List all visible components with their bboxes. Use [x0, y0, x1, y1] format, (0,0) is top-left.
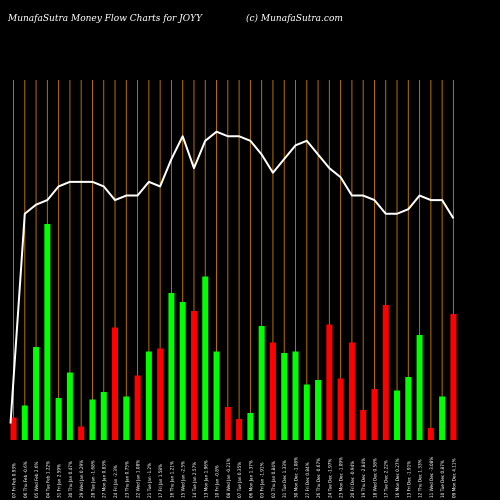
- volume-bar: [247, 413, 254, 440]
- x-tick-label: 03 Fri Jan -1.91%: [260, 462, 265, 498]
- x-tick-label: 18 Wed Dec 0.58%: [372, 458, 377, 498]
- volume-bar: [123, 396, 130, 440]
- volume-bar: [21, 405, 28, 440]
- x-tick-label: 14 Tue Jan 2.57%: [192, 462, 197, 498]
- x-tick-label: 16 Mon Dec 0.27%: [395, 458, 400, 498]
- volume-bar: [405, 377, 412, 440]
- x-tick-label: 27 Fri Dec 0.84%: [305, 462, 310, 498]
- volume-bar: [89, 399, 96, 440]
- x-tick-label: 21 Tue Jan -1.2%: [147, 463, 152, 498]
- x-tick-label: 23 Thu Jan 0.75%: [124, 461, 129, 498]
- x-tick-label: 31 Tue Dec 1.33%: [282, 460, 287, 498]
- volume-bar: [348, 342, 355, 440]
- volume-bar: [66, 372, 73, 440]
- x-tick-label: 16 Thu Jan 1.21%: [169, 461, 174, 498]
- x-tick-label: 08 Wed Jan -0.21%: [226, 458, 231, 498]
- volume-bar: [427, 428, 434, 440]
- x-axis-tick-labels: 07 Fri Feb 0.93% 06 Thu Feb -0.6% 05 Wed F…: [12, 457, 457, 498]
- x-tick-label: 30 Thu Jan 0.47%: [68, 461, 73, 498]
- volume-bar: [292, 351, 299, 440]
- volume-bar: [360, 410, 367, 440]
- volume-bar: [394, 390, 401, 440]
- x-tick-label: 30 Mon Dec -1.08%: [294, 457, 299, 498]
- volume-bar: [134, 375, 141, 440]
- volume-bar: [179, 302, 186, 440]
- volume-bar: [371, 389, 378, 440]
- x-tick-label: 29 Wed Jan 0.29%: [79, 460, 84, 498]
- x-tick-label: 27 Mon Jan 0.83%: [102, 460, 107, 498]
- volume-bar: [303, 384, 310, 440]
- volume-bar: [168, 293, 175, 440]
- x-tick-label: 24 Fri Jan -2.3%: [113, 465, 118, 498]
- x-tick-label: 05 Wed Feb 2.6%: [34, 461, 39, 498]
- x-tick-label: 22 Wed Jan 1.08%: [136, 460, 141, 498]
- x-tick-label: 17 Fri Jan 1.58%: [158, 464, 163, 498]
- volume-bar: [202, 276, 209, 440]
- x-tick-label: 15 Wed Jan -2.5%: [181, 461, 186, 498]
- x-tick-label: 17 Tue Dec 2.22%: [384, 460, 389, 498]
- volume-bar: [112, 327, 119, 440]
- x-tick-label: 11 Wed Dec -3.08%: [429, 457, 434, 498]
- chart-title: MunafaSutra Money Flow Charts for JOYY: [8, 14, 203, 24]
- volume-bar: [145, 351, 152, 440]
- volume-bar: [439, 396, 446, 440]
- volume-bar: [315, 380, 322, 440]
- volume-bar: [258, 326, 265, 440]
- volume-bar: [450, 314, 457, 440]
- volume-bar: [281, 353, 288, 440]
- volume-bar: [326, 324, 333, 440]
- price-line-series: [9, 130, 455, 424]
- volume-bar: [190, 311, 197, 440]
- x-tick-label: 19 Thu Dec -2.84%: [361, 458, 366, 498]
- volume-bar: [224, 407, 231, 440]
- x-tick-label: 13 Fri Dec -1.91%: [406, 461, 411, 498]
- x-tick-label: 20 Fri Dec -0.94%: [350, 461, 355, 498]
- volume-bar: [10, 417, 17, 440]
- x-tick-label: 26 Thu Dec -0.67%: [316, 458, 321, 498]
- x-tick-label: 06 Thu Feb -0.6%: [23, 461, 28, 498]
- volume-bar: [269, 342, 276, 440]
- volume-bar: [382, 305, 389, 440]
- x-tick-label: 04 Tue Feb 1.22%: [45, 461, 50, 498]
- x-tick-label: 07 Fri Feb 0.93%: [12, 463, 17, 498]
- x-tick-label: 07 Tue Jan 0.35%: [237, 462, 242, 498]
- volume-bar: [213, 351, 220, 440]
- x-tick-label: 24 Tue Dec -1.97%: [327, 459, 332, 498]
- volume-bar: [337, 378, 344, 440]
- x-tick-label: 23 Mon Dec -1.09%: [339, 457, 344, 498]
- volume-bar: [44, 224, 51, 440]
- volume-bar: [33, 347, 40, 440]
- price-line: [9, 130, 455, 424]
- volume-bar: [100, 392, 107, 440]
- x-tick-label: 10 Tue Dec 0.87%: [440, 460, 445, 498]
- chart-credit: (c) MunafaSutra.com: [246, 14, 343, 24]
- volume-bars: [10, 224, 457, 440]
- x-tick-label: 12 Thu Dec 1.33%: [418, 459, 423, 498]
- volume-bar: [78, 426, 85, 440]
- volume-bar: [55, 398, 62, 440]
- x-tick-label: 02 Thu Jan 0.84%: [271, 461, 276, 498]
- volume-bar: [236, 419, 243, 440]
- x-tick-label: 10 Fri Jan -0.8%: [215, 465, 220, 498]
- volume-bar: [416, 335, 423, 440]
- x-tick-label: 28 Tue Jan -1.68%: [90, 460, 95, 498]
- x-tick-label: 06 Mon Jan 1.37%: [248, 460, 253, 498]
- x-tick-label: 09 Mon Dec 4.11%: [451, 458, 456, 498]
- x-tick-label: 31 Fri Jan 2.59%: [57, 464, 62, 498]
- volume-bar: [157, 348, 164, 440]
- x-tick-label: 13 Mon Jan 1.96%: [203, 460, 208, 498]
